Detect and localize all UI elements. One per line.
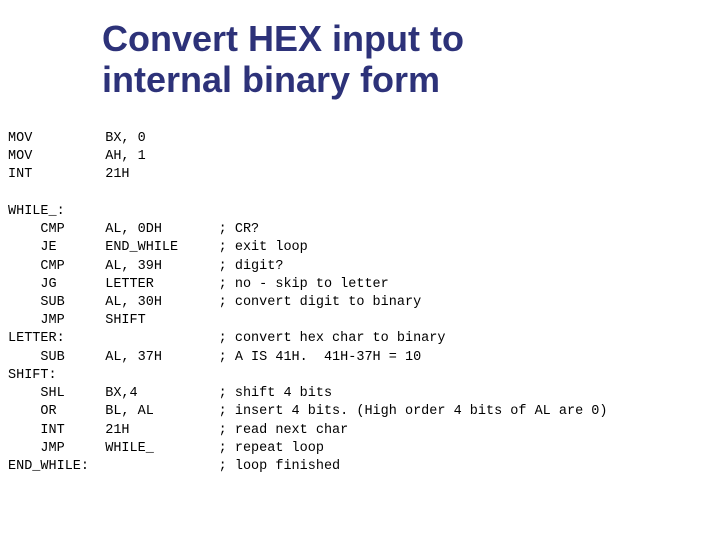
code-block: MOV BX, 0 MOV AH, 1 INT 21H WHILE_: CMP … <box>8 130 608 476</box>
title-line2: internal binary form <box>102 59 440 100</box>
slide: Convert HEX input to internal binary for… <box>0 0 720 540</box>
slide-title: Convert HEX input to internal binary for… <box>102 18 464 101</box>
title-line1: Convert HEX input to <box>102 18 464 59</box>
